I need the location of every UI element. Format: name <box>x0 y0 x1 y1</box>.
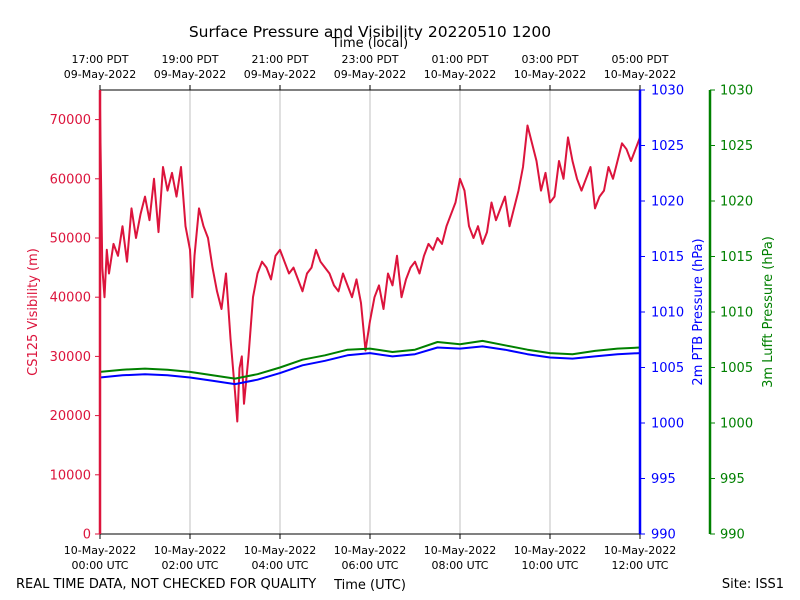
lufft-tick-label: 995 <box>720 472 745 487</box>
top-tick-time: 01:00 PDT <box>431 53 488 66</box>
series-line-ptb <box>99 345 641 386</box>
lufft-tick-label: 1020 <box>720 195 753 210</box>
series-line-lufft <box>99 339 641 380</box>
bottom-tick-time: 10:00 UTC <box>521 559 578 572</box>
ptb-tick-label: 1010 <box>651 306 684 321</box>
bottom-tick-date: 10-May-2022 <box>604 544 676 557</box>
visibility-tick-label: 70000 <box>50 113 91 128</box>
axis-ticks: 10-May-2022 00:00 UTC 10-May-2022 02:00 UTC… <box>50 53 753 572</box>
footer-quality-note: REAL TIME DATA, NOT CHECKED FOR QUALITY <box>16 577 316 592</box>
visibility-tick-label: 30000 <box>50 350 91 365</box>
lufft-tick-label: 1010 <box>720 306 753 321</box>
lufft-tick-label: 1000 <box>720 417 753 432</box>
grid-lines <box>189 90 551 534</box>
lufft-tick-label: 1030 <box>720 84 753 99</box>
lufft-tick-label: 1025 <box>720 139 753 154</box>
footer-site: Site: ISS1 <box>722 577 784 592</box>
top-tick-date: 09-May-2022 <box>64 68 136 81</box>
top-axis-label: Time (local) <box>331 36 408 51</box>
bottom-tick-date: 10-May-2022 <box>244 544 316 557</box>
bottom-tick-time: 12:00 UTC <box>611 559 668 572</box>
ptb-tick-label: 1030 <box>651 84 684 99</box>
ptb-tick-label: 990 <box>651 528 676 543</box>
ptb-axis-label: 2m PTB Pressure (hPa) <box>691 238 706 385</box>
ptb-tick-label: 1015 <box>651 250 684 265</box>
ptb-tick-label: 1020 <box>651 195 684 210</box>
visibility-tick-label: 40000 <box>50 291 91 306</box>
top-tick-date: 09-May-2022 <box>244 68 316 81</box>
visibility-tick-label: 60000 <box>50 172 91 187</box>
bottom-tick-date: 10-May-2022 <box>424 544 496 557</box>
x-axis-label: Time (UTC) <box>333 578 406 593</box>
top-tick-time: 17:00 PDT <box>71 53 128 66</box>
top-tick-date: 09-May-2022 <box>154 68 226 81</box>
visibility-axis-label: CS125 Visibility (m) <box>26 248 41 376</box>
series-line-visibility <box>99 107 641 423</box>
top-tick-time: 19:00 PDT <box>161 53 218 66</box>
bottom-tick-time: 02:00 UTC <box>161 559 218 572</box>
top-tick-time: 23:00 PDT <box>341 53 398 66</box>
lufft-tick-label: 1015 <box>720 250 753 265</box>
top-tick-time: 03:00 PDT <box>521 53 578 66</box>
bottom-tick-time: 00:00 UTC <box>71 559 128 572</box>
ptb-tick-label: 1025 <box>651 139 684 154</box>
bottom-tick-date: 10-May-2022 <box>64 544 136 557</box>
top-tick-date: 09-May-2022 <box>334 68 406 81</box>
chart-title: Surface Pressure and Visibility 20220510… <box>189 23 551 41</box>
top-tick-time: 21:00 PDT <box>251 53 308 66</box>
top-tick-date: 10-May-2022 <box>424 68 496 81</box>
lufft-tick-label: 1005 <box>720 361 753 376</box>
visibility-tick-label: 0 <box>83 528 91 543</box>
top-tick-time: 05:00 PDT <box>611 53 668 66</box>
ptb-tick-label: 1005 <box>651 361 684 376</box>
bottom-tick-time: 04:00 UTC <box>251 559 308 572</box>
lufft-tick-label: 990 <box>720 528 745 543</box>
bottom-tick-date: 10-May-2022 <box>514 544 586 557</box>
visibility-tick-label: 20000 <box>50 409 91 424</box>
bottom-tick-date: 10-May-2022 <box>334 544 406 557</box>
top-tick-date: 10-May-2022 <box>604 68 676 81</box>
visibility-tick-label: 50000 <box>50 232 91 247</box>
bottom-tick-date: 10-May-2022 <box>154 544 226 557</box>
bottom-tick-time: 06:00 UTC <box>341 559 398 572</box>
top-tick-date: 10-May-2022 <box>514 68 586 81</box>
series-layer <box>99 107 641 423</box>
ptb-tick-label: 1000 <box>651 417 684 432</box>
visibility-tick-label: 10000 <box>50 468 91 483</box>
bottom-tick-time: 08:00 UTC <box>431 559 488 572</box>
lufft-axis-label: 3m Lufft Pressure (hPa) <box>761 236 776 388</box>
ptb-tick-label: 995 <box>651 472 676 487</box>
